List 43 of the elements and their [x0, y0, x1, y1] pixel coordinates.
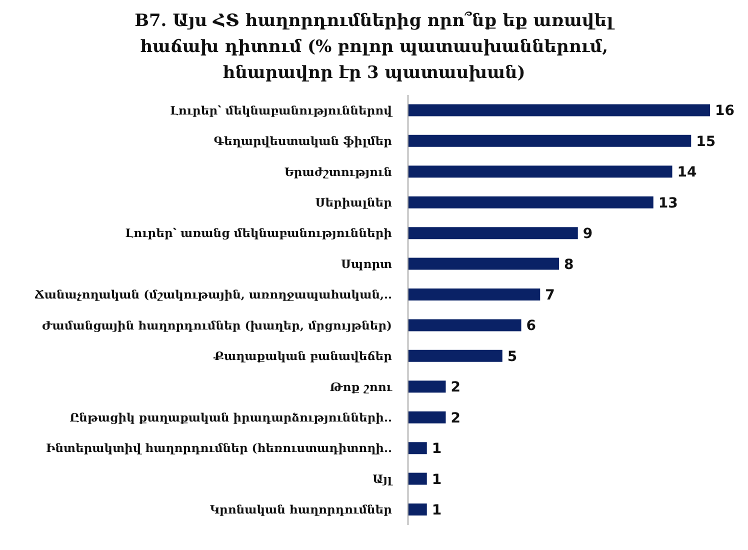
data-label: 1: [432, 502, 442, 518]
y-tick-label: Լուրեր՝ առանց մեկնաբանությունների: [125, 226, 393, 240]
y-tick-label: Թոք շոու: [330, 380, 392, 394]
bar: [408, 227, 578, 240]
y-tick-label: Կրոնական հաղորդումներ: [210, 502, 393, 517]
data-label: 6: [526, 318, 536, 334]
data-label: 1: [432, 441, 442, 458]
data-label: 1: [432, 472, 442, 488]
bar: [408, 411, 446, 424]
bar: [408, 442, 427, 454]
bar: [408, 258, 559, 270]
bar: [408, 134, 692, 147]
bar: [408, 472, 427, 485]
data-label: 7: [545, 287, 555, 304]
y-tick-label: Ընթացիկ քաղաքական իրադարձությունների..: [70, 410, 392, 424]
y-tick-label: Ինտերակտիվ հաղորդումներ (հեռուստադիտողի..: [46, 441, 392, 456]
data-label: 14: [677, 164, 697, 181]
bar: [408, 380, 446, 393]
y-tick-label: Քաղաքական բանավեճեր: [212, 349, 393, 364]
y-tick-label: Սպորտ: [341, 256, 392, 271]
y-tick-label: Ժամանցային հաղորդումներ (խաղեր, մրցույթներ): [42, 318, 392, 332]
data-label: 16: [715, 103, 734, 120]
bar: [408, 104, 710, 116]
y-tick-label: Ճանաչողական (մշակութային, առողջապահական,..: [34, 288, 392, 302]
data-label: 9: [582, 226, 593, 242]
data-label: 8: [564, 256, 574, 273]
bar: [408, 196, 654, 208]
bar: [408, 504, 427, 516]
data-label: 2: [450, 380, 460, 396]
bar: [408, 166, 672, 178]
chart-title: B7. Այս ՀՏ հաղորդումներից որո՞նք եք առավել հաճախ դիտում (% բոլոր պատասխաններում, հնարավոր էր 3 պատասխան): [134, 10, 616, 85]
data-label: 13: [658, 195, 678, 212]
y-tick-label: Այլ: [372, 472, 394, 486]
bar: [408, 288, 540, 300]
data-label: 5: [507, 348, 518, 365]
y-tick-label: Գեղարվեստական ֆիլմեր: [214, 134, 393, 148]
bar: [408, 319, 522, 332]
y-tick-label: Լուրեր՝ մեկնաբանություններով: [170, 103, 394, 118]
data-label: 15: [696, 134, 716, 150]
data-label: 2: [450, 410, 460, 426]
y-tick-label: Երաժշտություն: [284, 164, 392, 179]
bar: [408, 350, 502, 362]
y-tick-label: Սերիալներ: [315, 196, 393, 210]
